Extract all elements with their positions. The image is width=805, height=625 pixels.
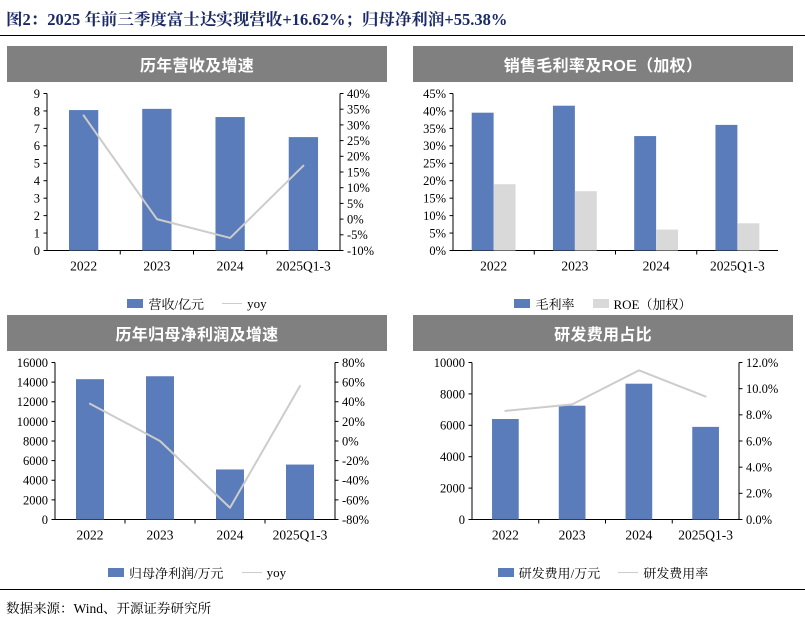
svg-text:30%: 30% xyxy=(423,139,446,153)
svg-text:9: 9 xyxy=(34,86,40,100)
svg-text:2024: 2024 xyxy=(625,527,652,542)
svg-text:5%: 5% xyxy=(347,196,364,210)
svg-text:8000: 8000 xyxy=(23,434,48,448)
svg-text:12.0%: 12.0% xyxy=(746,355,778,369)
svg-text:-5%: -5% xyxy=(347,228,368,242)
svg-text:0: 0 xyxy=(459,512,465,526)
svg-text:8: 8 xyxy=(34,104,40,118)
svg-text:4.0%: 4.0% xyxy=(746,460,772,474)
svg-text:-60%: -60% xyxy=(342,493,369,507)
svg-text:2024: 2024 xyxy=(217,527,244,542)
svg-text:8000: 8000 xyxy=(440,387,465,401)
svg-text:2.0%: 2.0% xyxy=(746,486,772,500)
svg-text:5: 5 xyxy=(34,156,40,170)
svg-text:15%: 15% xyxy=(423,191,446,205)
svg-text:1: 1 xyxy=(34,226,40,240)
svg-text:12000: 12000 xyxy=(17,395,48,409)
svg-text:-10%: -10% xyxy=(347,243,374,257)
svg-text:0.0%: 0.0% xyxy=(746,512,772,526)
svg-text:20%: 20% xyxy=(423,174,446,188)
svg-text:2024: 2024 xyxy=(643,258,670,273)
svg-text:2000: 2000 xyxy=(440,481,465,495)
svg-text:0: 0 xyxy=(34,243,40,257)
svg-text:2022: 2022 xyxy=(480,258,507,273)
svg-text:15%: 15% xyxy=(347,165,370,179)
svg-text:0: 0 xyxy=(42,512,48,526)
svg-text:14000: 14000 xyxy=(17,375,48,389)
svg-text:2: 2 xyxy=(34,208,40,222)
svg-text:40%: 40% xyxy=(347,86,370,100)
svg-text:20%: 20% xyxy=(347,149,370,163)
svg-text:2000: 2000 xyxy=(23,493,48,507)
svg-text:7: 7 xyxy=(34,121,40,135)
svg-text:2023: 2023 xyxy=(559,527,586,542)
svg-text:5%: 5% xyxy=(429,226,446,240)
svg-text:6: 6 xyxy=(34,139,40,153)
svg-text:0%: 0% xyxy=(347,212,364,226)
svg-text:2025Q1-3: 2025Q1-3 xyxy=(678,527,733,542)
svg-text:2025Q1-3: 2025Q1-3 xyxy=(276,258,331,273)
svg-text:6.0%: 6.0% xyxy=(746,434,772,448)
svg-text:2025Q1-3: 2025Q1-3 xyxy=(273,527,328,542)
svg-text:80%: 80% xyxy=(342,355,365,369)
svg-text:0%: 0% xyxy=(342,434,359,448)
svg-text:10%: 10% xyxy=(423,208,446,222)
svg-text:4: 4 xyxy=(34,174,41,188)
svg-text:-20%: -20% xyxy=(342,454,369,468)
svg-text:-80%: -80% xyxy=(342,512,369,526)
svg-text:2023: 2023 xyxy=(561,258,588,273)
svg-text:8.0%: 8.0% xyxy=(746,408,772,422)
svg-text:3: 3 xyxy=(34,191,40,205)
svg-text:6000: 6000 xyxy=(440,418,465,432)
svg-text:2024: 2024 xyxy=(217,258,244,273)
svg-text:2025Q1-3: 2025Q1-3 xyxy=(710,258,765,273)
svg-text:60%: 60% xyxy=(342,375,365,389)
svg-text:20%: 20% xyxy=(342,414,365,428)
svg-text:10000: 10000 xyxy=(434,355,465,369)
svg-text:4000: 4000 xyxy=(23,473,48,487)
svg-text:45%: 45% xyxy=(423,86,446,100)
svg-text:10.0%: 10.0% xyxy=(746,382,778,396)
svg-text:16000: 16000 xyxy=(17,355,48,369)
svg-text:2023: 2023 xyxy=(143,258,170,273)
svg-text:40%: 40% xyxy=(342,395,365,409)
svg-text:-40%: -40% xyxy=(342,473,369,487)
svg-text:35%: 35% xyxy=(347,102,370,116)
svg-text:25%: 25% xyxy=(423,156,446,170)
svg-text:6000: 6000 xyxy=(23,454,48,468)
svg-text:2023: 2023 xyxy=(147,527,174,542)
svg-text:2022: 2022 xyxy=(492,527,519,542)
svg-text:40%: 40% xyxy=(423,104,446,118)
svg-text:30%: 30% xyxy=(347,118,370,132)
svg-text:10000: 10000 xyxy=(17,414,48,428)
svg-text:10%: 10% xyxy=(347,181,370,195)
svg-text:2022: 2022 xyxy=(77,527,104,542)
svg-text:35%: 35% xyxy=(423,121,446,135)
svg-text:0%: 0% xyxy=(429,243,446,257)
svg-text:4000: 4000 xyxy=(440,450,465,464)
svg-text:2022: 2022 xyxy=(70,258,97,273)
svg-text:25%: 25% xyxy=(347,133,370,147)
